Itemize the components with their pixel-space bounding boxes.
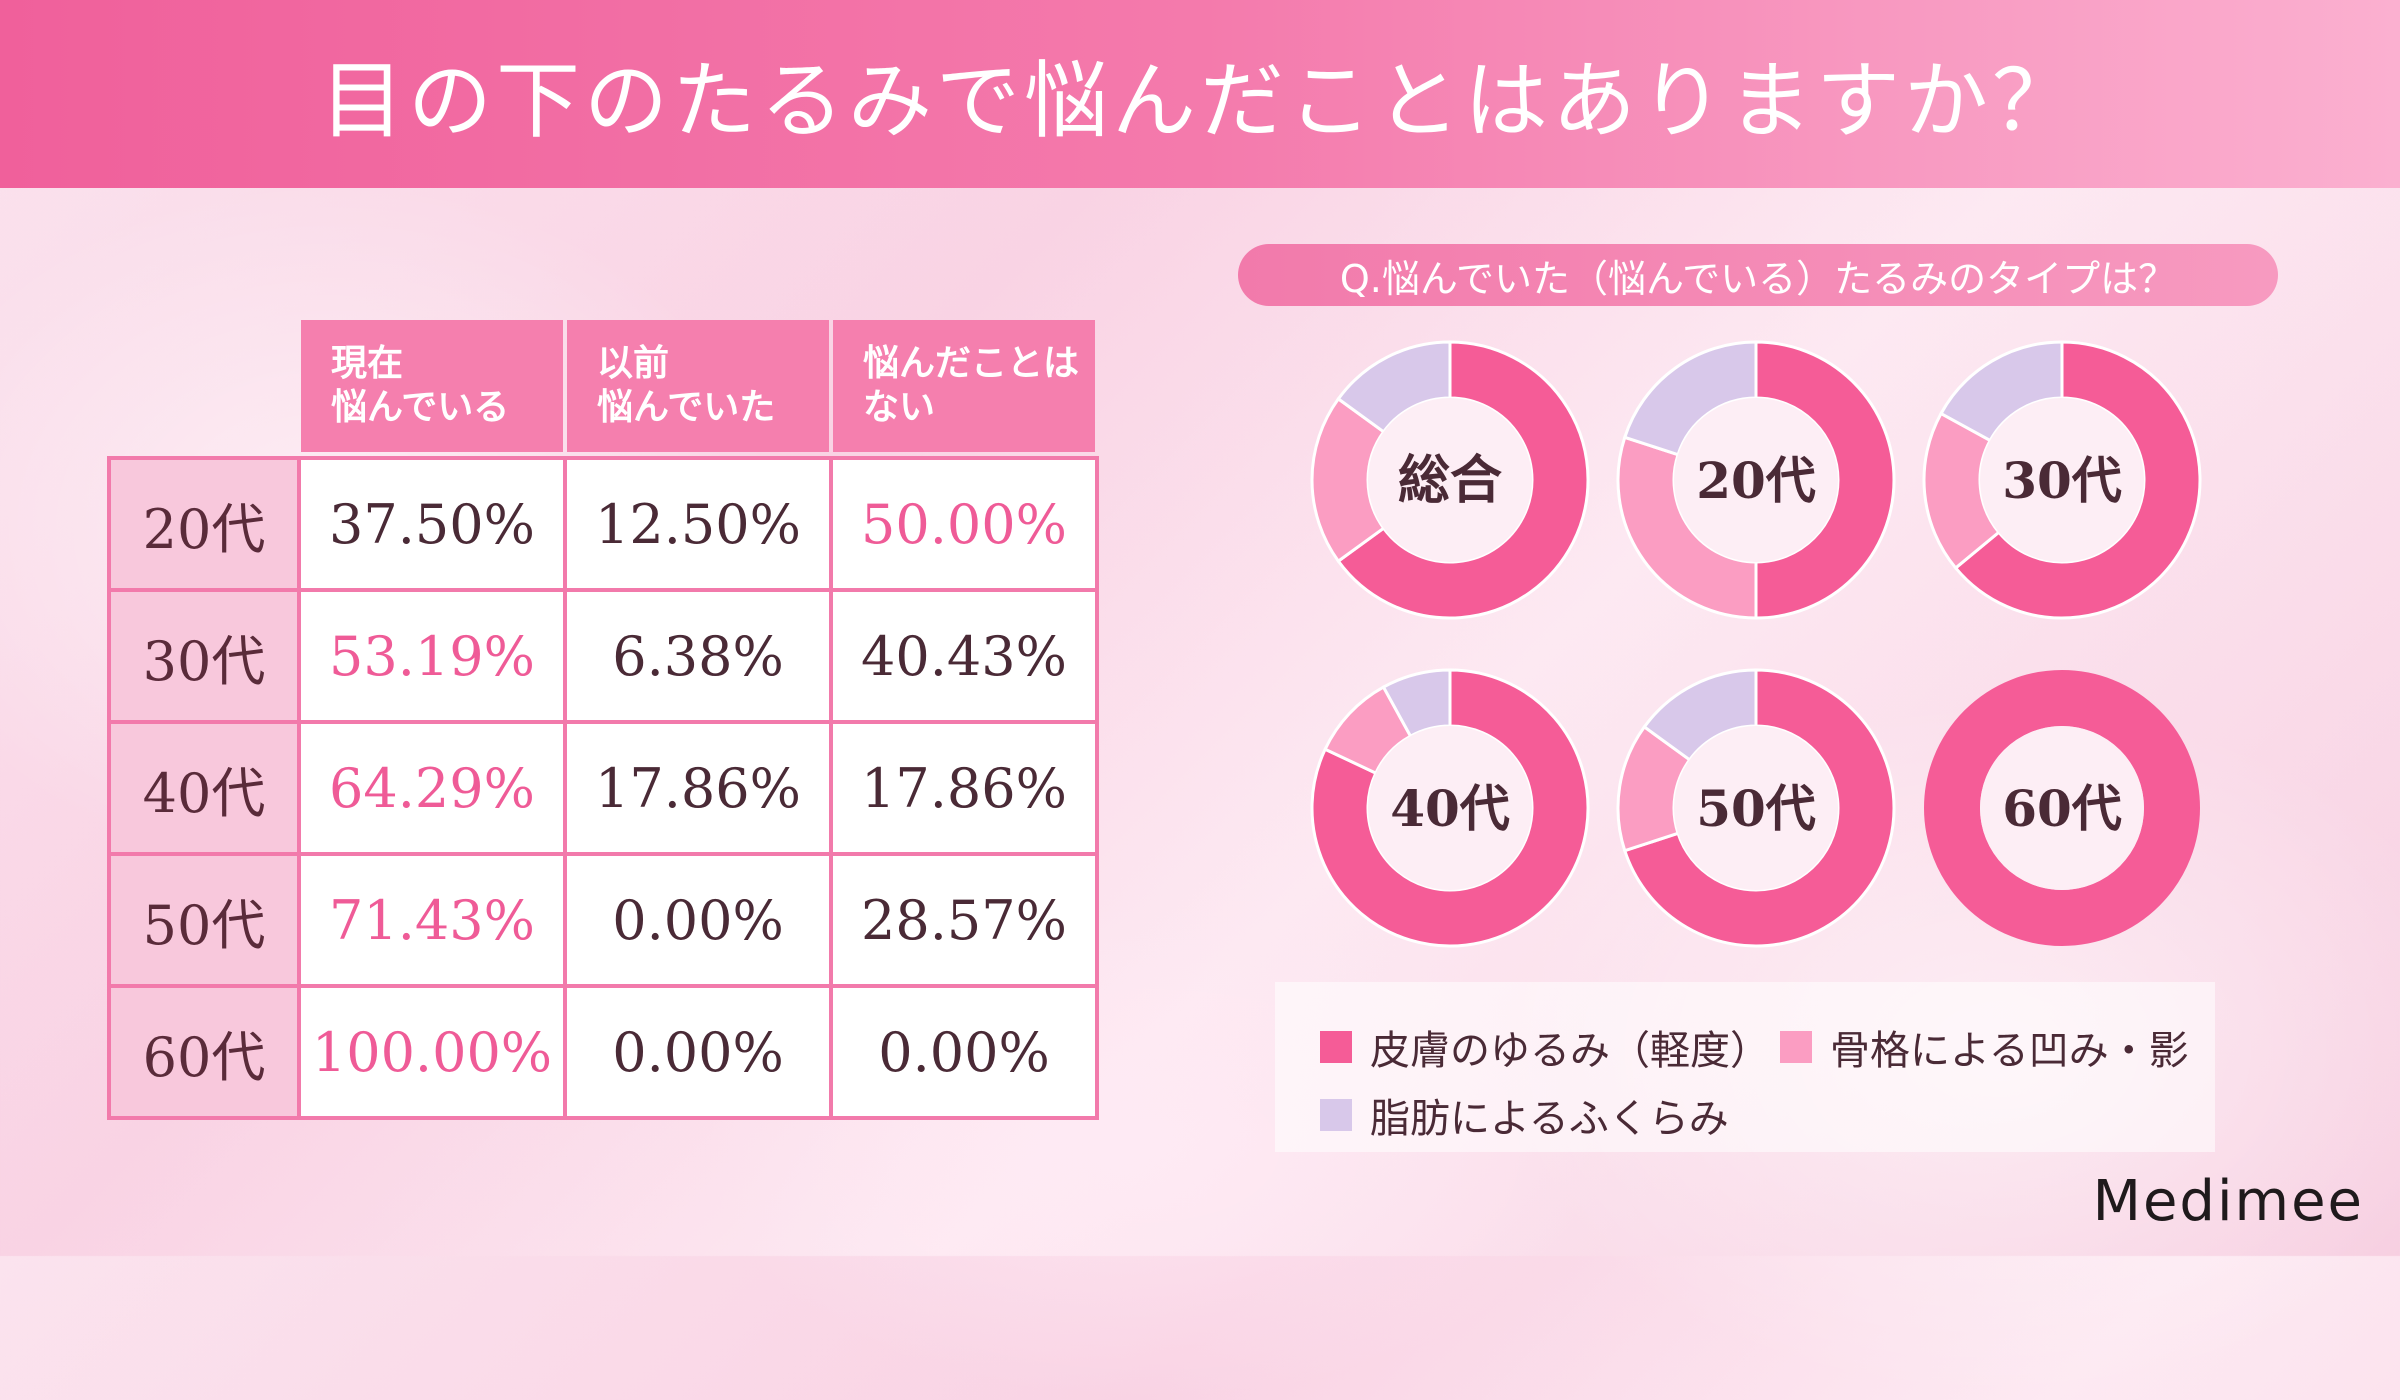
donut-label: 30代 <box>2002 451 2122 510</box>
table-cell: 0.00% <box>567 988 829 1116</box>
brand-logo: Medimee <box>2092 1169 2364 1234</box>
donut-hole <box>1674 398 1838 562</box>
donut-label: 40代 <box>1390 779 1510 838</box>
row-label: 20代 <box>111 460 297 588</box>
column-header: 悩んだことは ない <box>833 320 1095 452</box>
legend-swatch <box>1320 1031 1352 1063</box>
table-cell: 17.86% <box>833 724 1095 852</box>
row-label: 40代 <box>111 724 297 852</box>
table-cell: 12.50% <box>567 460 829 588</box>
donut-slice <box>1616 435 1758 620</box>
legend-label: 脂肪によるふくらみ <box>1370 1096 1729 1142</box>
table-cell: 71.43% <box>301 856 563 984</box>
table-cell: 53.19% <box>301 592 563 720</box>
page-title: 目の下のたるみで悩んだことはありますか？ <box>319 51 2080 150</box>
donut-hole <box>1368 398 1532 562</box>
chart-title: Q.悩んでいた（悩んでいる）たるみのタイプは？ <box>1238 244 2278 306</box>
donut-charts: 総合 20代 30代 40代 50代 60代 <box>1310 340 2202 948</box>
donut-slice <box>1924 670 2200 946</box>
table-cell: 0.00% <box>833 988 1095 1116</box>
table-cell: 50.00% <box>833 460 1095 588</box>
legend-entry: 骨格による凹み・影 <box>1780 1018 2189 1076</box>
header-banner: 目の下のたるみで悩んだことはありますか？ <box>0 0 2400 188</box>
donut-label: 50代 <box>1696 779 1816 838</box>
legend-label: 骨格による凹み・影 <box>1830 1028 2189 1074</box>
table-cell: 40.43% <box>833 592 1095 720</box>
table-cell: 100.00% <box>301 988 563 1116</box>
donut-hole <box>1674 726 1838 890</box>
table-cell: 17.86% <box>567 724 829 852</box>
legend-swatch <box>1320 1099 1352 1131</box>
column-header: 現在 悩んでいる <box>301 320 563 452</box>
table-cell: 0.00% <box>567 856 829 984</box>
legend-label: 皮膚のゆるみ（軽度） <box>1370 1028 1770 1074</box>
table-cell: 28.57% <box>833 856 1095 984</box>
row-label: 50代 <box>111 856 297 984</box>
table-cell: 64.29% <box>301 724 563 852</box>
donut-hole <box>1980 726 2144 890</box>
donut-label: 総合 <box>1398 450 1502 511</box>
donut-label: 20代 <box>1696 451 1816 510</box>
table-cell: 37.50% <box>301 460 563 588</box>
donut-label: 60代 <box>2002 779 2122 838</box>
row-label: 60代 <box>111 988 297 1116</box>
chart-legend: 皮膚のゆるみ（軽度） 骨格による凹み・影脂肪によるふくらみ <box>1275 982 2215 1152</box>
column-header: 以前 悩んでいた <box>567 320 829 452</box>
legend-entry: 皮膚のゆるみ（軽度） <box>1320 1018 1770 1076</box>
row-label: 30代 <box>111 592 297 720</box>
legend-entry: 脂肪によるふくらみ <box>1320 1086 1729 1144</box>
donut-hole <box>1980 398 2144 562</box>
donut-hole <box>1368 726 1532 890</box>
table-cell: 6.38% <box>567 592 829 720</box>
legend-swatch <box>1780 1031 1812 1063</box>
